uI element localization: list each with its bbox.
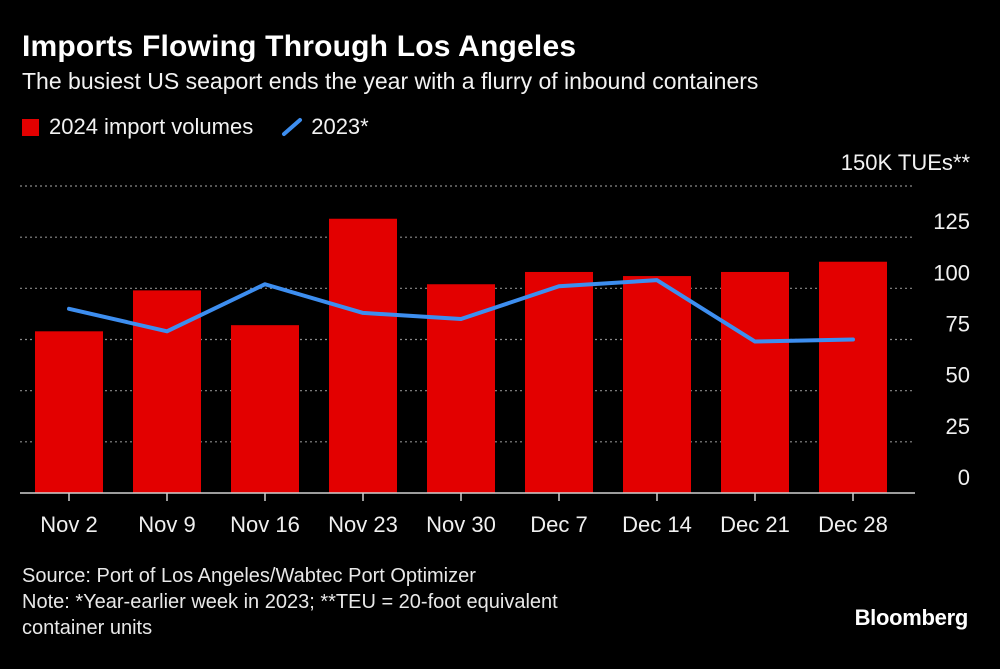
x-tick-label: Nov 23 xyxy=(328,512,398,537)
bar xyxy=(231,325,299,493)
x-tick-label: Dec 21 xyxy=(720,512,790,537)
legend-line-swatch xyxy=(282,118,303,136)
y-tick-label: 25 xyxy=(946,414,970,439)
y-tick-label: 0 xyxy=(958,465,970,490)
bar xyxy=(35,331,103,493)
chart-subtitle: The busiest US seaport ends the year wit… xyxy=(22,68,759,94)
legend: 2024 import volumes 2023* xyxy=(22,114,369,140)
teu-note: Note: *Year-earlier week in 2023; **TEU … xyxy=(22,591,558,613)
legend-bar-swatch xyxy=(22,118,39,136)
legend-label-line: 2023* xyxy=(311,114,369,139)
x-tick-label: Nov 2 xyxy=(40,512,97,537)
teu-note-continued: container units xyxy=(22,617,153,639)
footer-notes: Source: Port of Los Angeles/Wabtec Port … xyxy=(22,563,558,641)
legend-label-bars: 2024 import volumes xyxy=(49,114,254,139)
x-tick-label: Dec 7 xyxy=(530,512,587,537)
bar xyxy=(623,276,691,493)
bar xyxy=(329,218,397,493)
bar xyxy=(525,271,593,493)
y-tick-label: 50 xyxy=(946,363,970,388)
y-tick-label: 75 xyxy=(946,312,970,337)
x-tick-label: Nov 16 xyxy=(230,512,300,537)
x-tick-label: Dec 28 xyxy=(818,512,888,537)
x-tick-label: Dec 14 xyxy=(622,512,692,537)
bloomberg-logo: Bloomberg xyxy=(854,605,969,630)
x-tick-label: Nov 9 xyxy=(138,512,195,537)
y-axis-unit-label: 150K TUEs** xyxy=(840,150,970,175)
y-tick-label: 100 xyxy=(933,260,970,285)
chart-title: Imports Flowing Through Los Angeles xyxy=(22,30,577,63)
y-tick-label: 125 xyxy=(933,209,970,234)
source-note: Source: Port of Los Angeles/Wabtec Port … xyxy=(22,565,476,587)
x-tick-label: Nov 30 xyxy=(426,512,496,537)
bar xyxy=(819,261,887,493)
bar xyxy=(721,271,789,493)
